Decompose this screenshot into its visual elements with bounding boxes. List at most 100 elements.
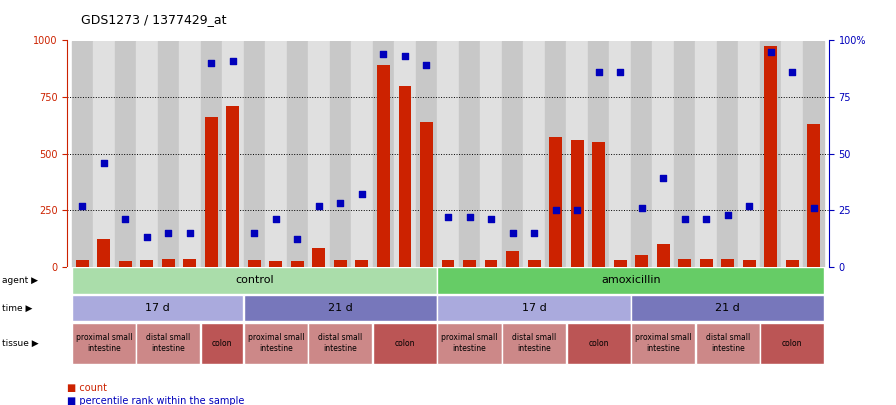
Point bbox=[355, 191, 369, 198]
Bar bbox=[248, 260, 261, 266]
Text: 21 d: 21 d bbox=[328, 303, 353, 313]
Point bbox=[742, 202, 756, 209]
Point bbox=[548, 207, 563, 213]
Bar bbox=[695, 40, 717, 266]
Text: distal small
intestine: distal small intestine bbox=[146, 333, 191, 353]
Bar bbox=[308, 323, 373, 364]
Text: tissue ▶: tissue ▶ bbox=[2, 339, 39, 347]
Bar bbox=[549, 136, 562, 266]
Bar bbox=[313, 248, 325, 266]
Bar bbox=[72, 323, 136, 364]
Bar bbox=[356, 260, 368, 266]
Point bbox=[140, 234, 154, 241]
Text: amoxicillin: amoxicillin bbox=[601, 275, 660, 286]
Bar bbox=[394, 40, 416, 266]
Bar bbox=[566, 40, 588, 266]
Bar bbox=[136, 40, 158, 266]
Bar bbox=[287, 40, 308, 266]
Bar bbox=[179, 40, 201, 266]
Point bbox=[419, 62, 434, 68]
Point bbox=[312, 202, 326, 209]
Point bbox=[118, 216, 133, 222]
Bar bbox=[463, 260, 476, 266]
Text: distal small
intestine: distal small intestine bbox=[318, 333, 363, 353]
Point bbox=[161, 229, 176, 236]
Text: proximal small
intestine: proximal small intestine bbox=[247, 333, 304, 353]
Text: colon: colon bbox=[589, 339, 609, 347]
Point bbox=[183, 229, 197, 236]
Point bbox=[484, 216, 498, 222]
Bar bbox=[721, 259, 734, 266]
Text: colon: colon bbox=[395, 339, 415, 347]
Bar bbox=[141, 260, 153, 266]
Bar bbox=[760, 323, 824, 364]
Point bbox=[290, 236, 305, 243]
Point bbox=[75, 202, 90, 209]
Bar bbox=[523, 40, 545, 266]
Text: agent ▶: agent ▶ bbox=[2, 276, 38, 285]
Text: control: control bbox=[235, 275, 273, 286]
Point bbox=[441, 213, 455, 220]
Bar bbox=[678, 259, 691, 266]
Bar bbox=[205, 117, 218, 266]
Point bbox=[376, 51, 391, 57]
Bar bbox=[201, 40, 222, 266]
Point bbox=[570, 207, 584, 213]
Bar bbox=[528, 260, 540, 266]
Bar bbox=[674, 40, 695, 266]
Bar bbox=[695, 323, 760, 364]
Bar bbox=[437, 267, 824, 294]
Text: time ▶: time ▶ bbox=[2, 303, 32, 313]
Text: 21 d: 21 d bbox=[715, 303, 740, 313]
Point bbox=[527, 229, 541, 236]
Bar bbox=[588, 40, 609, 266]
Point bbox=[763, 49, 778, 55]
Bar bbox=[72, 267, 437, 294]
Bar bbox=[98, 239, 110, 266]
Bar bbox=[270, 261, 282, 266]
Bar bbox=[485, 260, 497, 266]
Bar bbox=[115, 40, 136, 266]
Bar bbox=[717, 40, 738, 266]
Point bbox=[398, 53, 412, 60]
Bar bbox=[93, 40, 115, 266]
Bar bbox=[803, 40, 824, 266]
Bar bbox=[373, 323, 437, 364]
Bar bbox=[545, 40, 566, 266]
Bar bbox=[480, 40, 502, 266]
Bar bbox=[373, 40, 394, 266]
Bar bbox=[334, 260, 347, 266]
Text: proximal small
intestine: proximal small intestine bbox=[635, 333, 692, 353]
Point bbox=[656, 175, 670, 181]
Bar bbox=[265, 40, 287, 266]
Bar bbox=[416, 40, 437, 266]
Text: colon: colon bbox=[211, 339, 232, 347]
Bar bbox=[652, 40, 674, 266]
Bar bbox=[136, 323, 201, 364]
Bar bbox=[119, 261, 132, 266]
Bar bbox=[738, 40, 760, 266]
Bar bbox=[743, 260, 755, 266]
Bar bbox=[72, 40, 93, 266]
Point bbox=[247, 229, 262, 236]
Point bbox=[226, 58, 240, 64]
Text: proximal small
intestine: proximal small intestine bbox=[441, 333, 498, 353]
Bar bbox=[76, 260, 89, 266]
Bar bbox=[244, 295, 437, 321]
Point bbox=[677, 216, 692, 222]
Bar bbox=[437, 323, 502, 364]
Bar bbox=[442, 260, 454, 266]
Bar bbox=[764, 46, 777, 266]
Bar bbox=[244, 323, 308, 364]
Point bbox=[269, 216, 283, 222]
Bar bbox=[631, 295, 824, 321]
Bar bbox=[291, 261, 304, 266]
Bar bbox=[399, 86, 411, 266]
Bar bbox=[162, 259, 175, 266]
Text: GDS1273 / 1377429_at: GDS1273 / 1377429_at bbox=[81, 13, 226, 26]
Bar bbox=[635, 255, 648, 266]
Point bbox=[333, 200, 348, 207]
Point bbox=[505, 229, 520, 236]
Text: distal small
intestine: distal small intestine bbox=[512, 333, 556, 353]
Bar bbox=[571, 140, 583, 266]
